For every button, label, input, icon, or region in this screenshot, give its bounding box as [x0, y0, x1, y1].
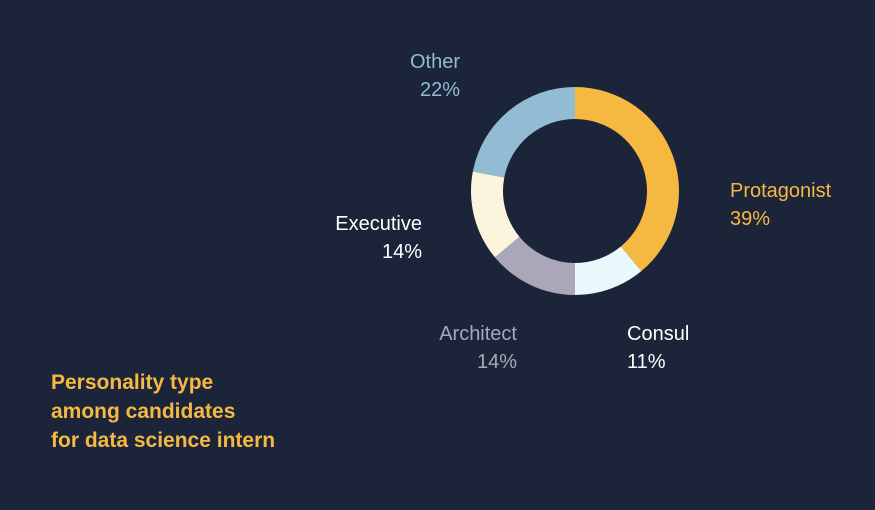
other-label: Other 22%	[410, 48, 460, 104]
protagonist-label-name: Protagonist	[730, 180, 832, 202]
executive-label-name: Executive	[335, 213, 422, 235]
architect-label-name: Architect	[439, 323, 517, 345]
slice-architect	[494, 236, 575, 295]
architect-label: Architect 14%	[439, 320, 517, 376]
chart-title: Personality type among candidates for da…	[51, 368, 275, 455]
slice-executive	[471, 171, 520, 258]
chart-title-line-2: among candidates	[51, 400, 236, 423]
slice-other	[472, 87, 575, 178]
consul-label: Consul 11%	[627, 320, 689, 376]
protagonist-label-value: 39%	[730, 208, 771, 230]
slice-consul	[575, 246, 642, 295]
other-label-value: 22%	[419, 79, 460, 101]
consul-label-name: Consul	[627, 323, 690, 345]
consul-label-value: 11%	[627, 351, 666, 373]
slice-protagonist	[575, 87, 680, 272]
executive-label-value: 14%	[381, 241, 422, 263]
protagonist-label: Protagonist 39%	[730, 177, 831, 233]
other-label-name: Other	[409, 51, 460, 73]
chart-title-line-1: Personality type	[51, 371, 214, 394]
executive-label: Executive 14%	[335, 210, 422, 266]
architect-label-value: 14%	[476, 351, 517, 373]
chart-title-line-3: for data science intern	[51, 429, 276, 452]
